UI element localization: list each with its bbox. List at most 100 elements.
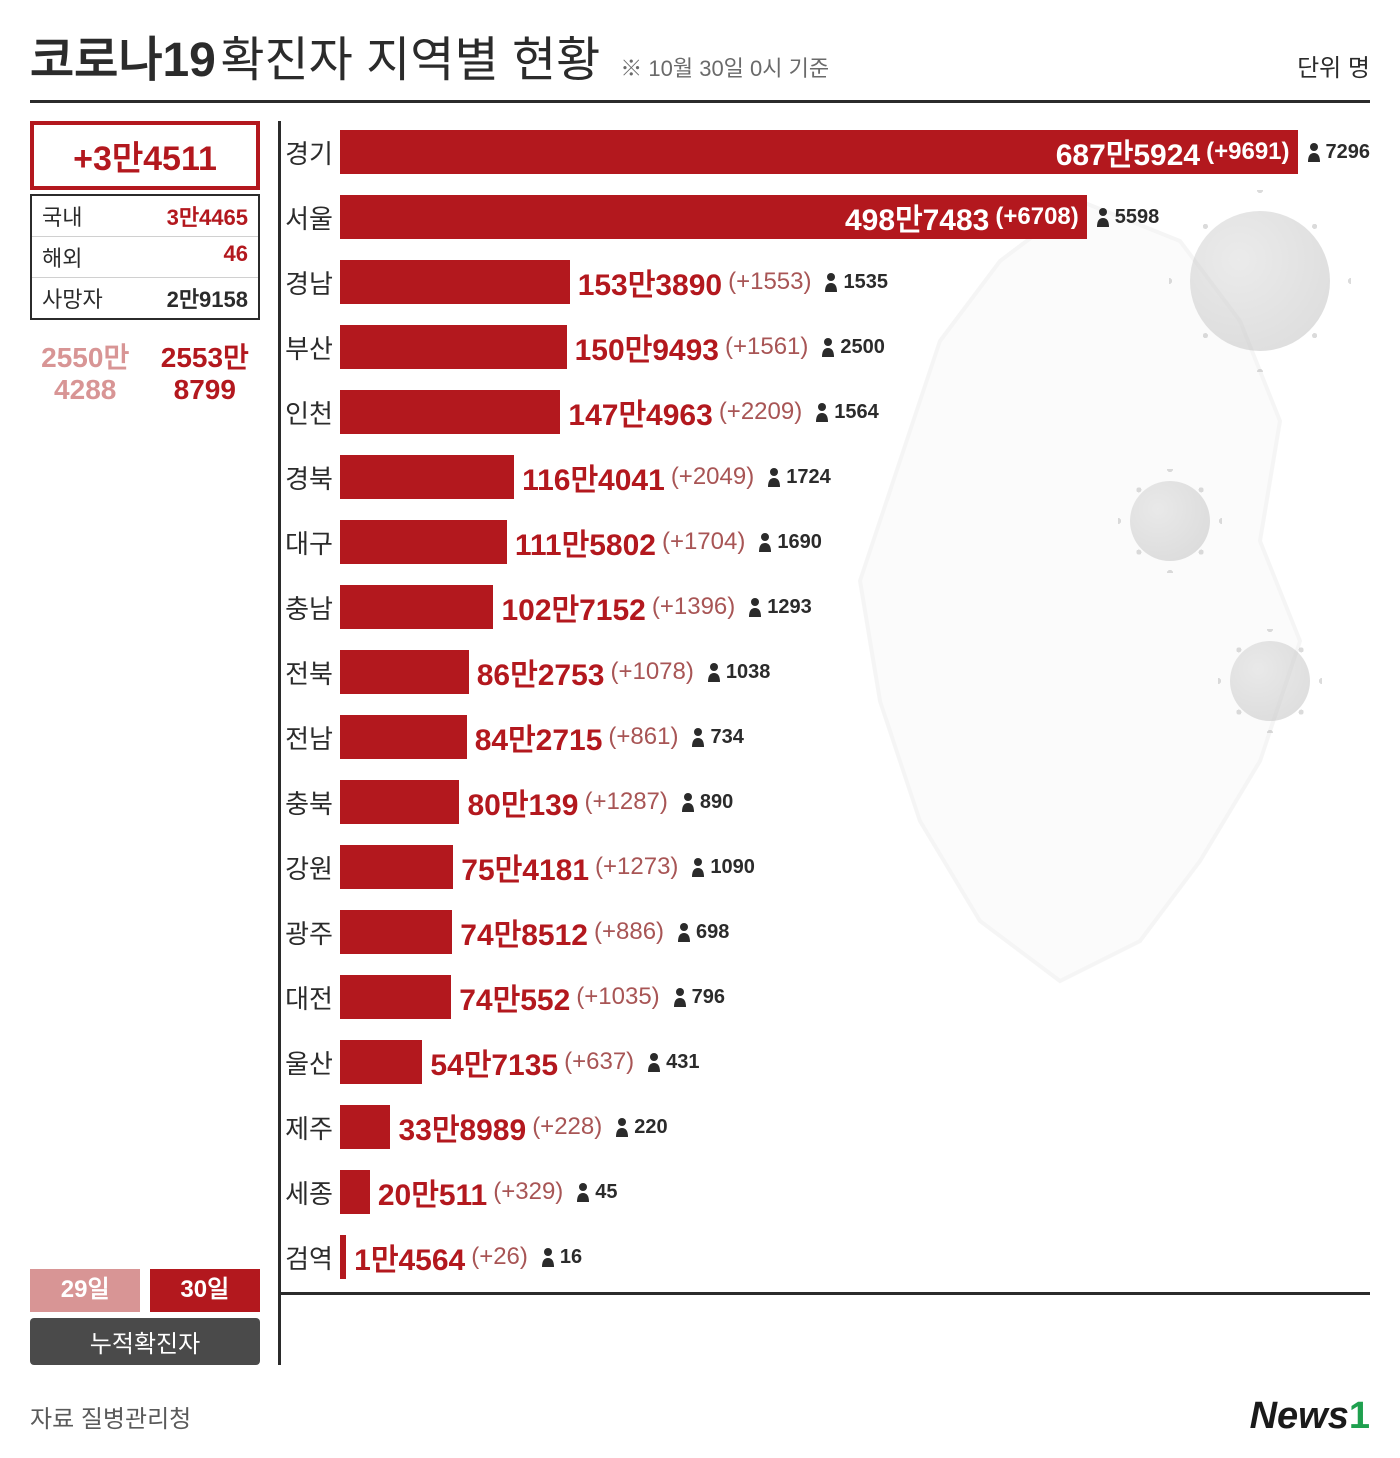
region-bar: [340, 585, 493, 629]
title-rest: 확진자 지역별 현황: [220, 34, 600, 87]
news1-logo: News 1: [1250, 1395, 1370, 1438]
bar-wrap: 150만9493(+1561)2500: [340, 316, 1370, 378]
value-group: 20만511(+329): [378, 1170, 563, 1214]
person-icon: [823, 272, 839, 292]
region-deaths: 1690: [777, 531, 822, 554]
value-group: 86만2753(+1078): [477, 650, 694, 694]
cumul-day-prev: 29일: [61, 1269, 110, 1304]
deaths-group: 734: [690, 726, 743, 749]
deaths-group: 1535: [823, 271, 888, 294]
person-icon: [757, 532, 773, 552]
bar-wrap: 20만511(+329) 45: [340, 1161, 1370, 1223]
bar-wrap: 102만7152(+1396) 1293: [340, 576, 1370, 638]
region-label: 충북: [278, 784, 340, 821]
region-deaths: 1724: [786, 466, 831, 489]
person-icon: [766, 467, 782, 487]
region-increase: (+1553): [728, 268, 811, 296]
region-deaths: 1038: [726, 661, 771, 684]
stat-label: 해외: [42, 241, 82, 273]
value-group: 102만7152(+1396): [501, 585, 735, 629]
deaths-group: 16: [540, 1246, 582, 1269]
person-icon: [1095, 207, 1111, 227]
region-label: 서울: [278, 199, 340, 236]
region-total: 84만2715: [475, 715, 603, 759]
deaths-group: 1724: [766, 466, 831, 489]
person-icon: [814, 402, 830, 422]
region-total: 80만139: [467, 780, 578, 824]
region-row: 대구111만5802(+1704)1690: [278, 511, 1370, 573]
stat-row: 국내3만4465: [32, 196, 258, 237]
stat-value: 2만9158: [167, 282, 248, 314]
cumul-bar-prev: 29일: [30, 1269, 140, 1312]
deaths-group: 1690: [757, 531, 822, 554]
region-deaths: 16: [560, 1246, 582, 1269]
person-icon: [680, 792, 696, 812]
bar-wrap: 153만3890(+1553)1535: [340, 251, 1370, 313]
region-bar: 687만5924(+9691): [340, 130, 1298, 174]
bar-wrap: 74만552(+1035) 796: [340, 966, 1370, 1028]
bar-wrap: 74만8512(+886)698: [340, 901, 1370, 963]
deaths-group: 1090: [690, 856, 755, 879]
deaths-group: 2500: [820, 336, 885, 359]
bar-wrap: 498만7483(+6708) 5598: [340, 186, 1370, 248]
region-label: 경북: [278, 459, 340, 496]
person-icon: [706, 662, 722, 682]
region-chart: 경기687만5924(+9691)7296서울498만7483(+6708)55…: [278, 121, 1370, 1365]
bar-wrap: 687만5924(+9691) 7296: [340, 121, 1370, 183]
region-deaths: 698: [696, 921, 729, 944]
region-increase: (+6708): [995, 203, 1078, 231]
person-icon: [614, 1117, 630, 1137]
value-group: 74만552(+1035): [459, 975, 659, 1019]
region-bar: [340, 390, 560, 434]
bar-wrap: 147만4963(+2209)1564: [340, 381, 1370, 443]
value-group: 498만7483(+6708): [845, 195, 1079, 239]
deaths-group: 796: [672, 986, 725, 1009]
region-total: 33만8989: [398, 1105, 526, 1149]
person-icon: [690, 857, 706, 877]
person-icon: [820, 337, 836, 357]
region-bar: [340, 520, 507, 564]
deaths-group: 890: [680, 791, 733, 814]
region-total: 74만552: [459, 975, 570, 1019]
cumul-prev-2: 4288: [30, 374, 140, 406]
source-label: 자료 질병관리청: [30, 1399, 191, 1434]
daily-increase: +3만4511: [30, 121, 260, 190]
value-group: 147만4963(+2209): [568, 390, 802, 434]
person-icon: [676, 922, 692, 942]
region-row: 제주33만8989(+228)220: [278, 1096, 1370, 1158]
region-row: 경기687만5924(+9691)7296: [278, 121, 1370, 183]
cumul-bar-curr: 30일: [150, 1269, 260, 1312]
person-icon: [690, 727, 706, 747]
deaths-group: 45: [575, 1181, 617, 1204]
region-increase: (+637): [564, 1048, 634, 1076]
x-axis: [278, 1292, 1370, 1295]
region-deaths: 7296: [1326, 141, 1371, 164]
region-row: 대전 74만552(+1035) 796: [278, 966, 1370, 1028]
cumul-day-curr: 30일: [180, 1269, 229, 1304]
cumul-prev-1: 2550만: [30, 342, 140, 374]
region-increase: (+1035): [576, 983, 659, 1011]
region-label: 대전: [278, 979, 340, 1016]
region-deaths: 1535: [843, 271, 888, 294]
region-total: 86만2753: [477, 650, 605, 694]
stat-label: 국내: [42, 200, 82, 232]
region-row: 울산54만7135(+637)431: [278, 1031, 1370, 1093]
deaths-group: 5598: [1095, 206, 1160, 229]
region-deaths: 1293: [767, 596, 812, 619]
bar-wrap: 75만4181(+1273)1090: [340, 836, 1370, 898]
person-icon: [747, 597, 763, 617]
region-row: 충북80만139(+1287)890: [278, 771, 1370, 833]
region-bar: [340, 780, 459, 824]
region-total: 20만511: [378, 1170, 487, 1214]
region-row: 인천147만4963(+2209)1564: [278, 381, 1370, 443]
region-row: 부산150만9493(+1561)2500: [278, 316, 1370, 378]
region-increase: (+1561): [725, 333, 808, 361]
region-increase: (+1078): [610, 658, 693, 686]
cumulative-label: 누적확진자: [30, 1318, 260, 1365]
region-total: 687만5924: [1056, 130, 1200, 174]
stat-label: 사망자: [42, 282, 103, 314]
basis-date: ※ 10월 30일 0시 기준: [620, 51, 829, 83]
region-label: 세종: [278, 1174, 340, 1211]
region-bar: [340, 910, 452, 954]
stat-row: 해외46: [32, 237, 258, 278]
